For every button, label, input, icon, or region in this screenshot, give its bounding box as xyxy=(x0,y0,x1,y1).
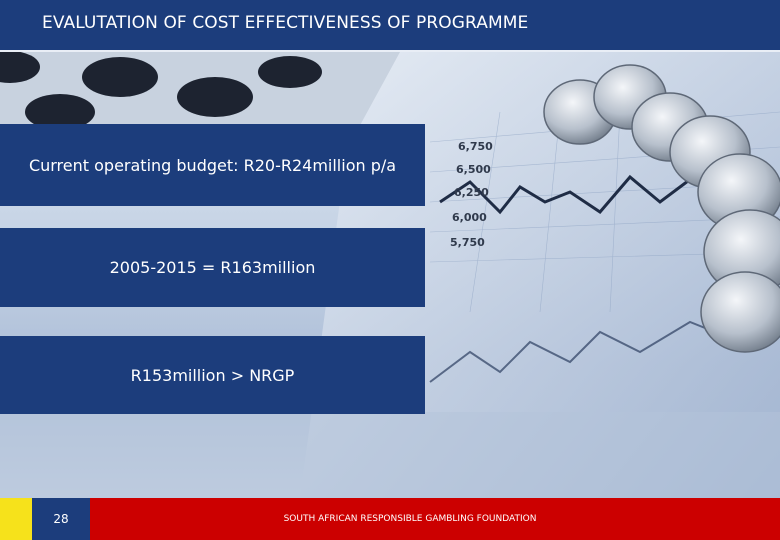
total-spend-box: 2005-2015 = R163million xyxy=(0,228,425,307)
footer-accent-yellow xyxy=(0,498,32,540)
slide-header: EVALUTATION OF COST EFFECTIVENESS OF PRO… xyxy=(0,0,780,52)
nrgp-allocation-box: R153million > NRGP xyxy=(0,336,425,414)
organization-name: SOUTH AFRICAN RESPONSIBLE GAMBLING FOUND… xyxy=(283,514,537,524)
nrgp-allocation-text: R153million > NRGP xyxy=(130,365,295,385)
axis-label: 6,000 xyxy=(452,211,487,224)
axis-label: 6,250 xyxy=(454,186,489,199)
slide-footer: 28 SOUTH AFRICAN RESPONSIBLE GAMBLING FO… xyxy=(0,498,780,540)
coins-stack xyxy=(543,64,780,353)
footer-accent-blue xyxy=(32,498,90,540)
axis-label: 5,750 xyxy=(450,236,485,249)
total-spend-text: 2005-2015 = R163million xyxy=(109,258,316,277)
axis-label: 6,750 xyxy=(458,140,493,153)
budget-text: Current operating budget: R20-R24million… xyxy=(28,155,397,175)
page-number: 28 xyxy=(53,512,69,526)
axis-label: 6,500 xyxy=(456,163,491,176)
budget-info-box: Current operating budget: R20-R24million… xyxy=(0,124,425,206)
slide-title: EVALUTATION OF COST EFFECTIVENESS OF PRO… xyxy=(42,13,529,33)
